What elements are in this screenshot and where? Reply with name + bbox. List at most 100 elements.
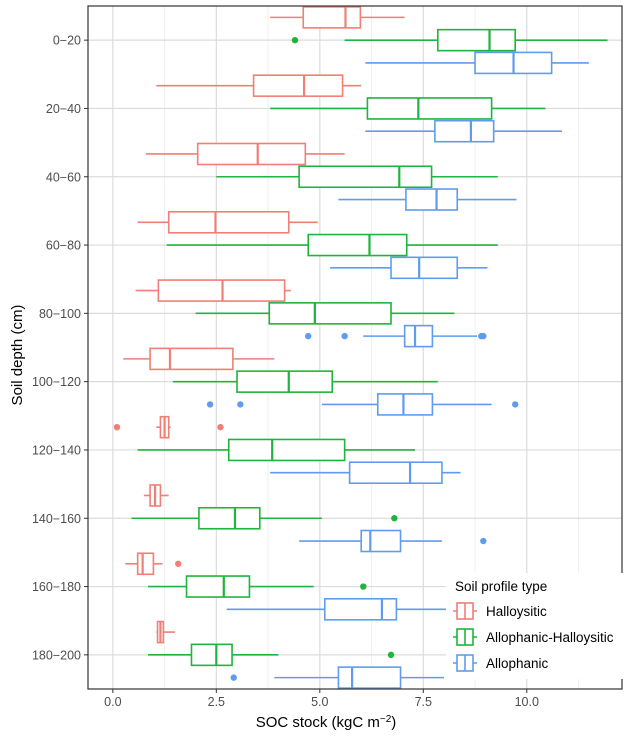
box-group xyxy=(270,97,546,120)
outlier-point xyxy=(480,332,487,340)
legend-label: Allophanic xyxy=(486,656,549,671)
box-group xyxy=(131,506,398,530)
x-tick-label: 10.0 xyxy=(515,695,539,709)
box-group xyxy=(135,279,291,302)
box-iqr xyxy=(196,142,307,166)
box-group xyxy=(365,51,589,75)
box-group xyxy=(113,415,224,439)
box-iqr xyxy=(366,97,493,120)
outlier-point xyxy=(175,560,182,567)
legend-key: Halloysitic xyxy=(453,602,547,620)
x-tick-label: 0.0 xyxy=(104,695,121,709)
box-group xyxy=(270,6,405,29)
y-tick-label: 140−160 xyxy=(32,512,81,526)
outlier-point xyxy=(512,401,519,408)
box-group xyxy=(125,552,182,576)
box-iqr xyxy=(360,529,402,553)
outlier-point xyxy=(480,537,487,545)
box-group xyxy=(123,347,275,371)
box-group xyxy=(338,188,517,211)
x-axis-title: SOC stock (kgC m−2) xyxy=(256,714,397,732)
y-tick-label: 60−80 xyxy=(46,239,81,253)
box-group xyxy=(299,529,487,553)
x-tick-label: 7.5 xyxy=(415,695,432,709)
legend-title: Soil profile type xyxy=(455,579,547,594)
box-iqr xyxy=(337,666,402,689)
legend-background xyxy=(446,573,630,679)
legend: Soil profile type Halloysitic Allophanic-… xyxy=(446,573,630,679)
panel-border xyxy=(87,5,623,690)
box-iqr xyxy=(252,74,344,97)
box-group xyxy=(216,165,498,189)
outlier-point xyxy=(305,332,312,340)
box-iqr xyxy=(149,347,234,371)
box-iqr xyxy=(436,28,517,52)
box-group xyxy=(365,119,562,143)
outlier-point xyxy=(387,651,395,659)
outlier-point xyxy=(237,401,244,408)
box-iqr xyxy=(167,210,290,234)
box-group xyxy=(166,233,498,257)
outlier-point xyxy=(230,674,237,681)
box-iqr xyxy=(403,324,434,348)
box-group xyxy=(305,324,487,348)
box-group xyxy=(270,461,461,485)
legend-label: Halloysitic xyxy=(486,604,547,619)
box-group xyxy=(148,643,395,667)
box-iqr xyxy=(298,165,433,189)
box-group xyxy=(226,598,449,621)
box-iqr xyxy=(302,6,362,29)
outlier-point xyxy=(291,36,299,44)
x-tick-label: 2.5 xyxy=(208,695,225,709)
box-layer xyxy=(113,6,608,689)
x-axis-title-close: ) xyxy=(391,714,396,731)
box-iqr xyxy=(390,256,459,280)
box-group xyxy=(156,620,175,644)
y-tick-label: 40−60 xyxy=(46,170,81,184)
x-tick-label: 5.0 xyxy=(311,695,328,709)
box-group xyxy=(148,575,367,598)
box-group xyxy=(172,370,438,393)
box-iqr xyxy=(323,598,398,621)
y-tick-label: 0−20 xyxy=(53,34,81,48)
box-iqr xyxy=(376,393,434,416)
box-group xyxy=(195,302,455,325)
box-group xyxy=(156,74,362,97)
legend-label: Allophanic-Halloysitic xyxy=(486,630,614,645)
y-tick-label: 160−180 xyxy=(32,580,81,594)
x-axis-title-exponent: −2 xyxy=(380,714,392,725)
box-group xyxy=(143,484,169,507)
box-iqr xyxy=(348,461,443,485)
x-axis-title-main: SOC stock (kgC m xyxy=(256,714,380,731)
outlier-point xyxy=(206,401,214,408)
box-group xyxy=(230,666,444,689)
outlier-point xyxy=(113,423,121,431)
box-group xyxy=(291,28,608,52)
box-iqr xyxy=(307,233,408,257)
box-group xyxy=(137,438,416,462)
box-iqr xyxy=(185,575,251,598)
box-iqr xyxy=(236,370,334,393)
outlier-point xyxy=(391,515,398,522)
box-iqr xyxy=(227,438,346,462)
outlier-point xyxy=(360,583,367,590)
y-tick-label: 180−200 xyxy=(32,648,81,662)
box-group xyxy=(330,256,488,280)
box-iqr xyxy=(136,552,155,576)
y-tick-label: 80−100 xyxy=(39,307,81,321)
box-iqr xyxy=(198,506,261,530)
y-axis-title: Soil depth (cm) xyxy=(9,305,26,406)
box-iqr xyxy=(405,188,459,211)
box-group xyxy=(145,142,345,166)
box-iqr xyxy=(268,302,392,325)
legend-keys: Halloysitic Allophanic-Halloysitic Allopha… xyxy=(453,602,614,672)
y-tick-label: 100−120 xyxy=(32,375,81,389)
box-iqr xyxy=(190,643,233,667)
outlier-point xyxy=(217,423,224,431)
box-iqr xyxy=(434,119,495,143)
legend-key: Allophanic xyxy=(453,654,549,672)
box-group xyxy=(137,210,318,234)
y-tick-label: 20−40 xyxy=(46,102,81,116)
box-group xyxy=(206,393,519,416)
